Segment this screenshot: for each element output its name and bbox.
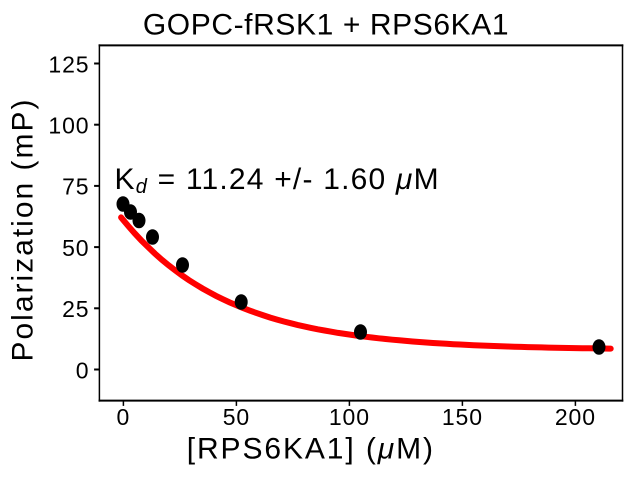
svg-text:50: 50 xyxy=(62,235,89,261)
svg-text:GOPC-fRSK1 + RPS6KA1: GOPC-fRSK1 + RPS6KA1 xyxy=(143,9,509,42)
svg-text:200: 200 xyxy=(555,404,596,430)
svg-text:75: 75 xyxy=(62,174,89,200)
svg-text:Kd = 11.24 +/- 1.60 μM: Kd = 11.24 +/- 1.60 μM xyxy=(115,163,440,198)
svg-text:50: 50 xyxy=(223,404,250,430)
svg-text:150: 150 xyxy=(442,404,483,430)
svg-text:25: 25 xyxy=(62,296,89,322)
svg-text:100: 100 xyxy=(329,404,370,430)
svg-text:0: 0 xyxy=(117,404,131,430)
svg-text:100: 100 xyxy=(48,113,89,139)
svg-text:0: 0 xyxy=(76,357,90,383)
svg-text:125: 125 xyxy=(48,51,89,77)
svg-text:Polarization (mP): Polarization (mP) xyxy=(7,97,40,361)
svg-text:[RPS6KA1] (μM): [RPS6KA1] (μM) xyxy=(187,433,435,466)
